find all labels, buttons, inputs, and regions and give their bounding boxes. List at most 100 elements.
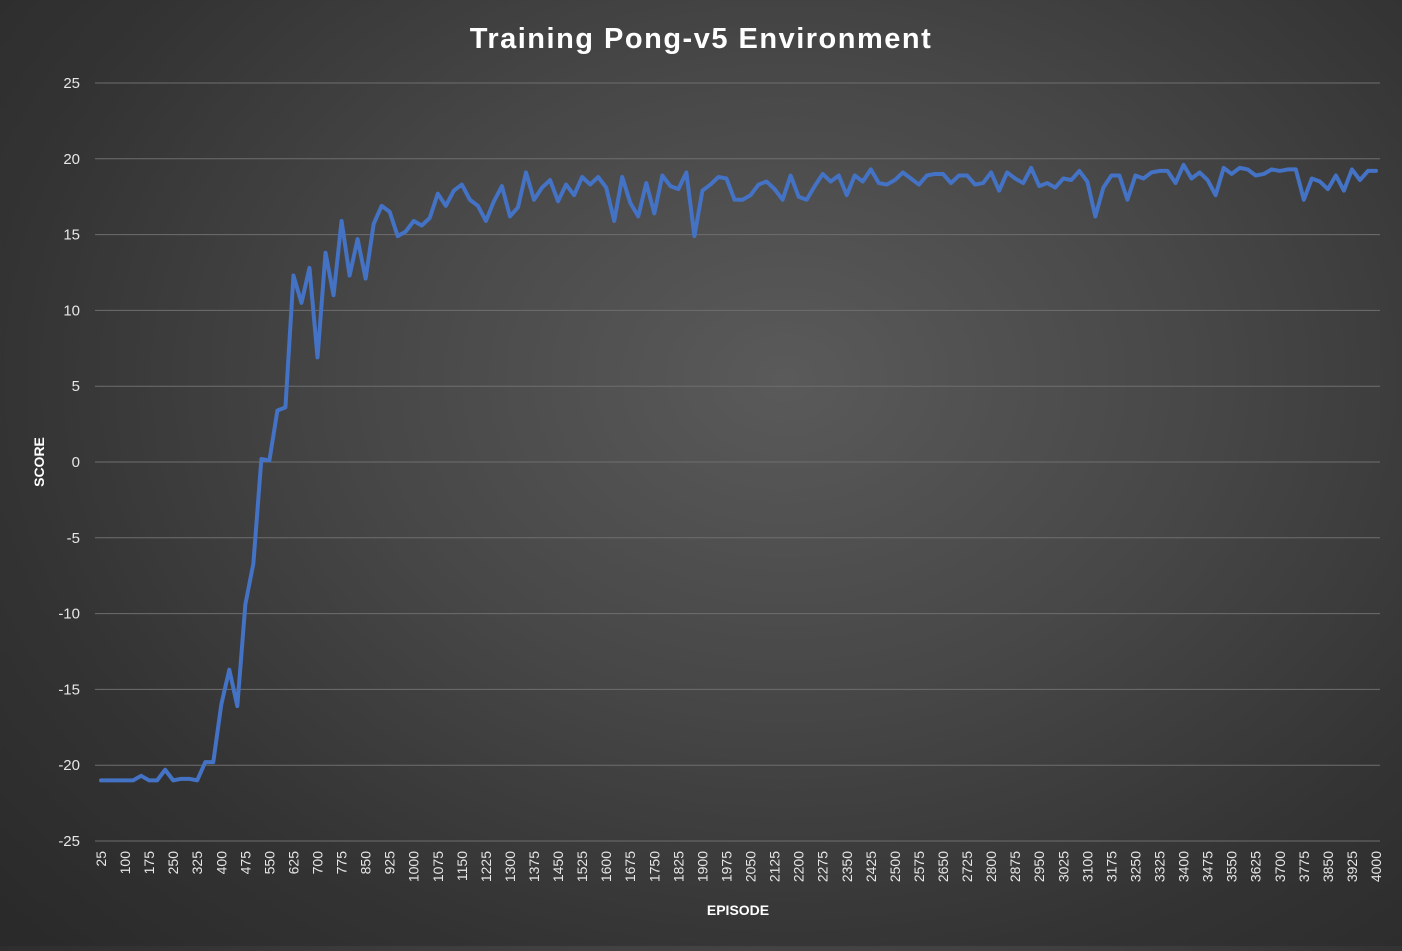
data-point: [508, 214, 512, 218]
x-tick-label: 2200: [791, 851, 807, 882]
data-point: [724, 177, 728, 181]
data-point: [909, 177, 913, 181]
data-point: [885, 183, 889, 187]
x-tick-label: 3625: [1248, 851, 1264, 882]
data-point: [628, 201, 632, 205]
data-point: [139, 774, 143, 778]
data-point: [1310, 177, 1314, 181]
data-point: [957, 173, 961, 177]
data-point: [267, 458, 271, 462]
x-tick-label: 3400: [1176, 851, 1192, 882]
data-point: [1157, 169, 1161, 173]
score-series-line: [99, 162, 1378, 783]
data-point: [636, 214, 640, 218]
x-tick-label: 3925: [1344, 851, 1360, 882]
x-tick-label: 1375: [526, 851, 542, 882]
data-point: [115, 778, 119, 782]
y-tick-label: -20: [58, 757, 80, 774]
data-point: [532, 198, 536, 202]
x-tick-label: 2950: [1031, 851, 1047, 882]
y-axis-ticks: 25 20 15 10 5 0 -5 -10 -15 -20 -25: [58, 75, 80, 850]
data-point: [388, 210, 392, 214]
data-point: [1077, 169, 1081, 173]
data-point: [1230, 172, 1234, 176]
data-point: [1190, 177, 1194, 181]
data-point: [837, 173, 841, 177]
x-tick-label: 3325: [1151, 851, 1167, 882]
data-point: [1302, 198, 1306, 202]
data-point: [1021, 181, 1025, 185]
data-point: [845, 193, 849, 197]
data-point: [195, 778, 199, 782]
data-point: [468, 198, 472, 202]
x-axis-ticks: 25 100 175 250 325 400 475 550 625 700 775 850 925 10…: [93, 851, 1384, 882]
data-point: [1133, 173, 1137, 177]
data-point: [484, 219, 488, 223]
chart-title: Training Pong-v5 Environment: [470, 23, 933, 55]
x-tick-label: 3175: [1103, 851, 1119, 882]
data-point: [1125, 198, 1129, 202]
data-point: [1198, 170, 1202, 174]
x-tick-label: 850: [358, 851, 374, 875]
data-point: [1254, 173, 1258, 177]
x-tick-label: 1975: [718, 851, 734, 882]
x-tick-label: 2500: [887, 851, 903, 882]
x-tick-label: 1600: [598, 851, 614, 882]
x-tick-label: 2275: [815, 851, 831, 882]
data-point: [372, 222, 376, 226]
data-point: [1174, 181, 1178, 185]
x-tick-label: 3775: [1296, 851, 1312, 882]
data-point: [516, 205, 520, 209]
data-point: [492, 199, 496, 203]
data-point: [548, 178, 552, 182]
data-point: [299, 301, 303, 305]
data-point: [291, 274, 295, 278]
y-axis-label: SCORE: [31, 437, 47, 487]
data-point: [596, 175, 600, 179]
data-point: [396, 234, 400, 238]
data-point: [588, 183, 592, 187]
data-point: [829, 180, 833, 184]
data-point: [789, 173, 793, 177]
data-point: [1270, 167, 1274, 171]
x-tick-label: 1825: [670, 851, 686, 882]
data-point: [1358, 178, 1362, 182]
data-point: [332, 293, 336, 297]
data-point: [853, 173, 857, 177]
data-point: [364, 277, 368, 281]
data-point: [163, 768, 167, 772]
data-point: [251, 562, 255, 566]
data-point: [1117, 173, 1121, 177]
data-point: [203, 760, 207, 764]
x-tick-label: 3250: [1127, 851, 1143, 882]
y-tick-label: -15: [58, 681, 80, 698]
x-tick-label: 1075: [430, 851, 446, 882]
x-tick-label: 3850: [1320, 851, 1336, 882]
data-point: [612, 219, 616, 223]
data-point: [348, 274, 352, 278]
data-point: [917, 183, 921, 187]
data-point: [1238, 166, 1242, 170]
x-tick-label: 925: [382, 851, 398, 875]
series-layer: [99, 162, 1378, 783]
data-point: [340, 219, 344, 223]
data-point: [741, 198, 745, 202]
x-tick-label: 1900: [694, 851, 710, 882]
x-tick-label: 175: [141, 851, 157, 875]
data-point: [452, 189, 456, 193]
data-point: [1262, 172, 1266, 176]
data-point: [428, 216, 432, 220]
data-point: [644, 181, 648, 185]
data-point: [131, 778, 135, 782]
data-point: [877, 181, 881, 185]
data-point: [500, 184, 504, 188]
data-point: [219, 703, 223, 707]
data-point: [933, 172, 937, 176]
data-point: [1278, 169, 1282, 173]
data-point: [211, 760, 215, 764]
data-point: [941, 172, 945, 176]
data-point: [660, 173, 664, 177]
data-point: [652, 211, 656, 215]
data-point: [1182, 163, 1186, 167]
